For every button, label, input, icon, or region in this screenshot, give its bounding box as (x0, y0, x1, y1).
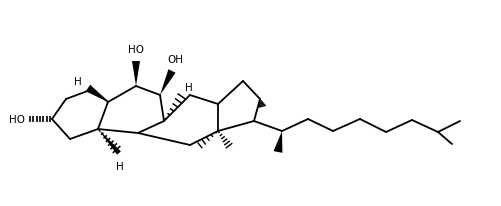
Polygon shape (160, 70, 175, 96)
Polygon shape (98, 129, 121, 155)
Text: HO: HO (128, 45, 144, 55)
Text: H: H (185, 83, 193, 92)
Text: OH: OH (167, 55, 183, 65)
Polygon shape (86, 85, 108, 103)
Text: H: H (74, 77, 82, 87)
Text: H: H (116, 161, 124, 171)
Polygon shape (132, 62, 140, 87)
Polygon shape (274, 131, 283, 153)
Text: HO: HO (9, 115, 25, 124)
